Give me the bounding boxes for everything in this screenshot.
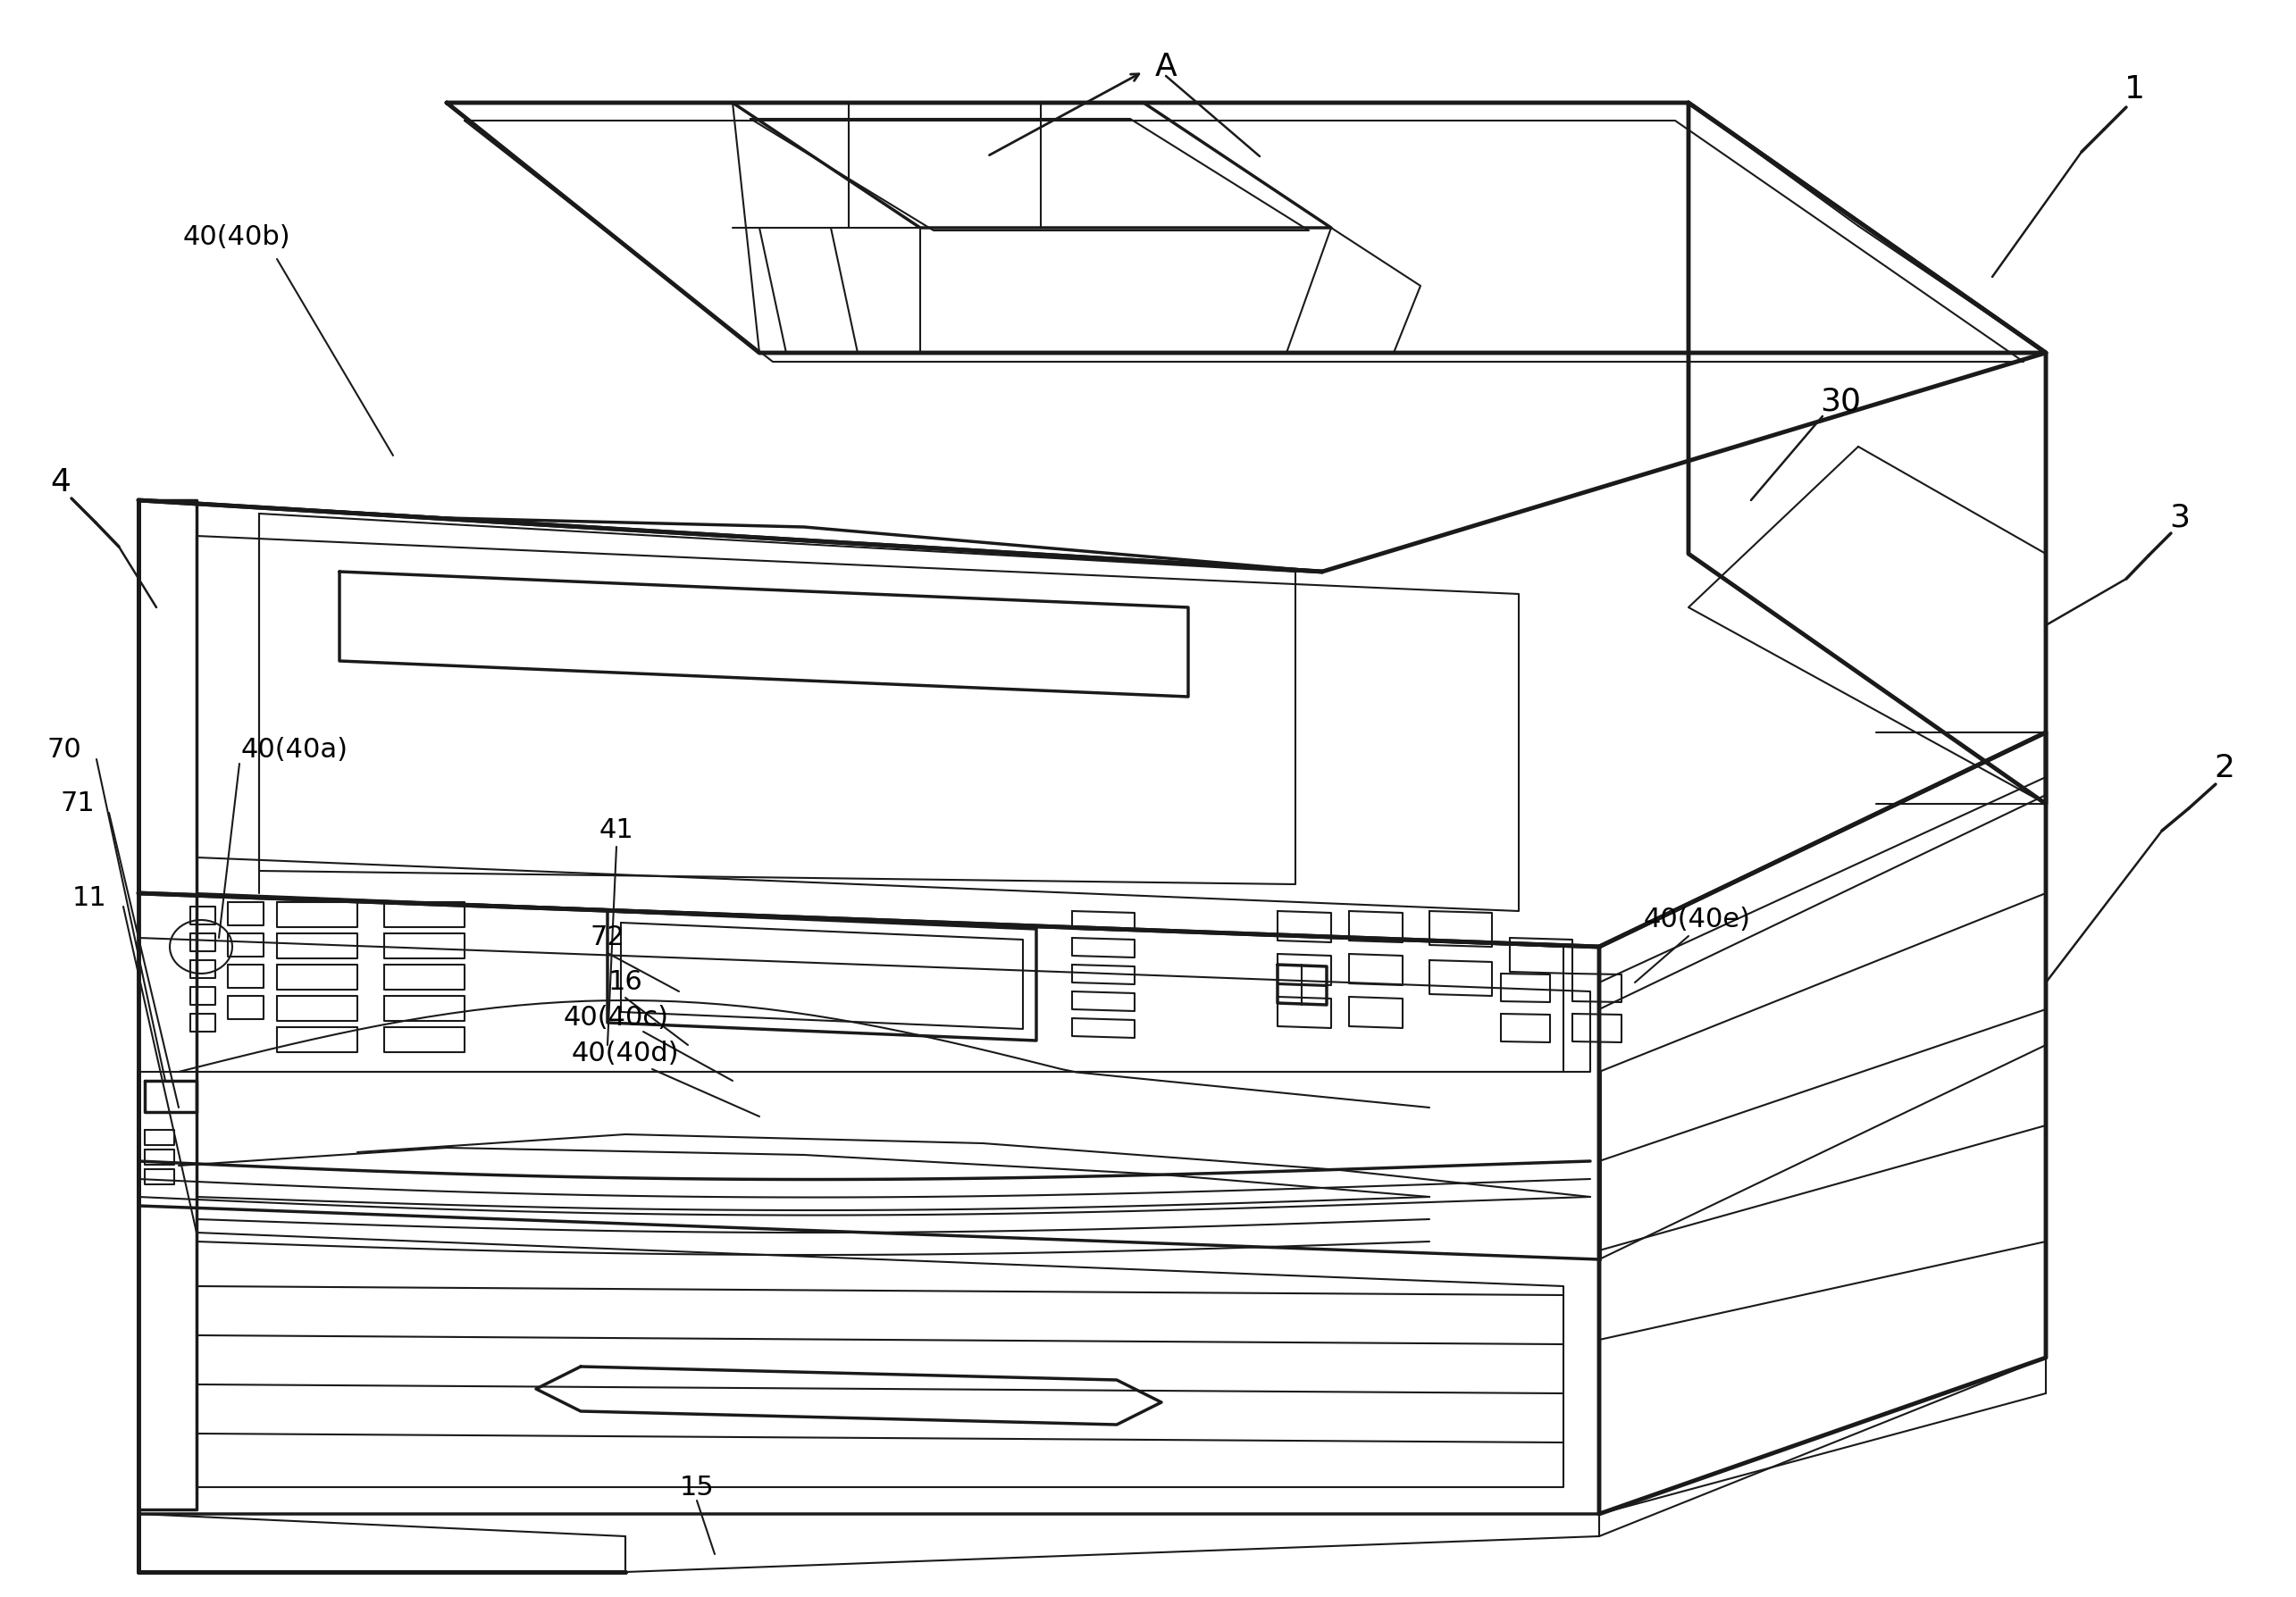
Text: 40(40b): 40(40b) (184, 224, 292, 249)
Text: 1: 1 (2124, 73, 2144, 104)
Text: 2: 2 (2213, 752, 2234, 783)
Text: 40(40d): 40(40d) (572, 1041, 680, 1067)
Text: 11: 11 (71, 885, 106, 910)
Text: 70: 70 (46, 738, 83, 763)
Text: 16: 16 (608, 969, 643, 995)
Text: 40(40c): 40(40c) (565, 1005, 668, 1032)
Text: A: A (1155, 51, 1178, 81)
Text: 41: 41 (599, 818, 634, 843)
Text: 40(40e): 40(40e) (1644, 907, 1752, 933)
Text: 40(40a): 40(40a) (241, 738, 349, 763)
Text: 71: 71 (60, 791, 94, 816)
Text: 15: 15 (680, 1474, 714, 1500)
Text: 72: 72 (590, 925, 625, 950)
Text: 30: 30 (1821, 386, 1862, 417)
Text: 4: 4 (51, 468, 71, 498)
Text: 3: 3 (2170, 503, 2190, 533)
